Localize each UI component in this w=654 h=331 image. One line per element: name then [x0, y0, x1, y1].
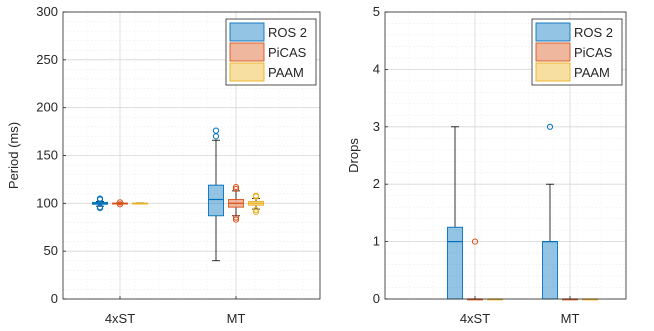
legend: ROS 2 PiCAS PAAM: [225, 18, 317, 86]
iqr-box: [447, 226, 463, 300]
y-tick-label: 1: [373, 234, 380, 249]
y-tick-label: 0: [51, 291, 58, 306]
y-tick-label: 2: [373, 176, 380, 191]
box-4xst: [447, 126, 463, 300]
y-tick-label: 300: [36, 4, 58, 19]
series-picas: [112, 183, 244, 223]
x-tick-label: 4xST: [460, 311, 490, 326]
outlier-point: [471, 238, 479, 245]
y-tick-label: 5: [373, 4, 380, 19]
outlier-point: [232, 185, 240, 193]
outlier-point: [252, 192, 260, 199]
y-tick-label: 4: [373, 61, 380, 76]
legend-entry: PAAM: [229, 62, 304, 82]
x-tick-label: MT: [561, 311, 580, 326]
legend-label: PAAM: [268, 65, 304, 80]
box-mt: [208, 127, 224, 262]
legend-swatch: [229, 22, 265, 42]
axes-frame: [384, 11, 627, 300]
legend-frame: [531, 18, 623, 86]
legend-label: PAAM: [574, 65, 610, 80]
box-mt: [248, 192, 264, 216]
y-axis-label: Drops: [346, 138, 361, 173]
legend-swatch: [535, 22, 571, 42]
series-ros-2: [447, 123, 558, 300]
outlier-point: [232, 214, 240, 221]
y-tick-label: 250: [36, 52, 58, 67]
box-4xst: [132, 202, 148, 205]
series-ros-2: [92, 127, 224, 262]
x-tick-label: MT: [227, 311, 246, 326]
legend-entry: PAAM: [535, 62, 610, 82]
legend-label: PiCAS: [574, 45, 613, 60]
legend-entry: PiCAS: [535, 42, 613, 62]
outlier-point: [212, 127, 220, 134]
series-paam: [132, 192, 264, 216]
box-mt: [542, 123, 558, 300]
y-tick-label: 100: [36, 195, 58, 210]
y-axis-label: Period (ms): [6, 122, 21, 189]
box-4xst: [92, 195, 108, 212]
legend-entry: ROS 2: [229, 22, 307, 42]
x-tick-label: 4xST: [105, 311, 135, 326]
y-tick-label: 50: [44, 243, 58, 258]
outlier-point: [232, 183, 240, 191]
series-picas: [467, 238, 578, 301]
legend-label: ROS 2: [574, 25, 613, 40]
y-tick-label: 3: [373, 119, 380, 134]
outlier-point: [252, 206, 260, 214]
outlier-point: [212, 133, 220, 140]
box-mt: [228, 183, 244, 223]
chart-panel-1: 0 50 100 150 200 250 300 4xST MT Period (ms) ROS 2…: [6, 4, 321, 326]
legend-swatch: [229, 42, 265, 62]
legend-swatch: [535, 62, 571, 82]
legend-label: PiCAS: [268, 45, 307, 60]
legend-frame: [225, 18, 317, 86]
legend-entry: ROS 2: [535, 22, 613, 42]
legend: ROS 2 PiCAS PAAM: [531, 18, 623, 86]
legend-label: ROS 2: [268, 25, 307, 40]
y-tick-label: 200: [36, 100, 58, 115]
outlier-point: [252, 208, 260, 216]
outlier-point: [232, 216, 240, 223]
legend-swatch: [229, 62, 265, 82]
outlier-point: [546, 123, 554, 130]
iqr-box: [208, 184, 224, 217]
legend-swatch: [535, 42, 571, 62]
box-4xst: [112, 199, 128, 208]
outlier-point: [96, 195, 104, 202]
chart-panel-2: 0 1 2 3 4 5 4xST MT Drops ROS 2 PiCAS PAAM: [346, 4, 627, 326]
y-tick-label: 150: [36, 148, 58, 163]
outlier-point: [116, 201, 124, 208]
legend-entry: PiCAS: [229, 42, 307, 62]
outlier-point: [116, 199, 124, 206]
outlier-point: [96, 204, 104, 211]
y-tick-label: 0: [373, 291, 380, 306]
iqr-box: [542, 241, 558, 300]
